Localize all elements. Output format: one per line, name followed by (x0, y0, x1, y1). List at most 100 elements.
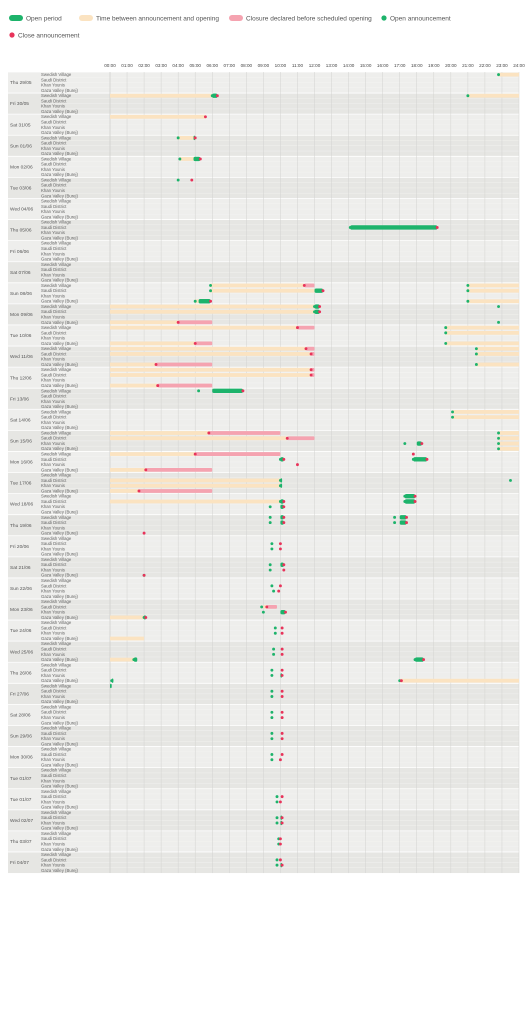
location-label: Swedish Village (41, 220, 72, 225)
open-announcement-dot (474, 352, 478, 356)
x-tick-label: 12:00 (309, 63, 321, 68)
x-tick-label: 02:00 (138, 63, 150, 68)
close-announcement-dot (193, 452, 197, 456)
location-label: Khan Younis (41, 567, 65, 572)
close-announcement-dot (278, 758, 282, 762)
legend-label-open_ann: Open announcement (390, 15, 451, 22)
location-label: Saudi District (41, 351, 67, 356)
x-tick-label: 00:00 (104, 63, 116, 68)
x-tick-label: 18:00 (411, 63, 423, 68)
location-label: Swedish Village (41, 156, 72, 161)
wait-bar (179, 157, 194, 161)
open-announcement-dot (132, 658, 136, 662)
open-announcement-dot (273, 626, 277, 630)
location-label: Swedish Village (41, 241, 72, 246)
close-announcement-dot (280, 716, 284, 720)
location-label: Khan Younis (41, 736, 65, 741)
close-announcement-dot (285, 436, 289, 440)
location-label: Khan Younis (41, 272, 65, 277)
location-label: Swedish Village (41, 662, 72, 667)
data-marks (110, 72, 519, 868)
legend-swatch-wait (79, 15, 93, 21)
close-announcement-dot (280, 731, 284, 735)
legend-dot-close_ann (9, 32, 15, 38)
close-announcement-dot (278, 547, 282, 551)
location-label: Gaza Valley (Burej) (41, 193, 79, 198)
close-announcement-dot (198, 157, 202, 161)
location-label: Khan Younis (41, 610, 65, 615)
location-label: Swedish Village (41, 704, 72, 709)
location-label: Gaza Valley (Burej) (41, 299, 79, 304)
location-label: Gaza Valley (Burej) (41, 130, 79, 135)
open-announcement-dot (497, 436, 500, 440)
close-announcement-dot (144, 468, 148, 472)
location-label: Swedish Village (41, 304, 72, 309)
open-announcement-dot (210, 94, 214, 98)
location-label: Saudi District (41, 120, 67, 125)
open-announcement-dot (275, 800, 279, 804)
open-announcement-dot (270, 737, 274, 741)
close-announcement-dot (280, 652, 284, 656)
location-label: Khan Younis (41, 399, 65, 404)
wait-bar (110, 362, 157, 367)
location-label: Saudi District (41, 752, 67, 757)
x-tick-label: 11:00 (292, 63, 304, 68)
closure-bar (305, 346, 315, 351)
close-announcement-dot (203, 115, 207, 119)
location-label: Gaza Valley (Burej) (41, 467, 79, 472)
open-announcement-dot (270, 695, 274, 698)
day-label: Thu 19/06 (10, 523, 32, 529)
close-announcement-dot (209, 299, 212, 303)
location-label: Swedish Village (41, 557, 72, 562)
open-announcement-dot (270, 689, 274, 693)
location-label: Khan Younis (41, 820, 65, 825)
x-tick-label: 22:00 (479, 63, 491, 68)
location-label: Swedish Village (41, 135, 72, 140)
location-label: Swedish Village (41, 536, 72, 541)
wait-bar (476, 346, 519, 351)
close-announcement-dot (318, 310, 322, 314)
day-label: Mon 09/06 (10, 312, 33, 318)
x-tick-label: 05:00 (189, 63, 201, 68)
open-bar (416, 441, 422, 446)
wait-bar (452, 410, 519, 414)
open-announcement-dot (466, 283, 470, 287)
open-announcement-dot (270, 542, 274, 546)
close-announcement-dot (207, 431, 211, 435)
location-label: Swedish Village (41, 852, 72, 857)
close-announcement-dot (422, 658, 426, 662)
open-announcement-dot (275, 821, 279, 825)
closure-bar (195, 452, 281, 456)
location-label: Saudi District (41, 330, 67, 335)
location-label: Saudi District (41, 162, 67, 167)
location-label: Khan Younis (41, 778, 65, 783)
location-label: Saudi District (41, 183, 67, 188)
close-announcement-dot (413, 500, 417, 503)
open-bar (193, 156, 201, 162)
legend-swatch-open (9, 15, 23, 21)
location-label: Swedish Village (41, 93, 72, 98)
location-label: Swedish Village (41, 177, 72, 182)
location-label: Khan Younis (41, 757, 65, 762)
day-label: Wed 18/06 (10, 502, 33, 508)
wait-bar (110, 341, 196, 346)
x-tick-label: 01:00 (121, 63, 133, 68)
wait-bar (445, 330, 519, 335)
wait-bar (498, 431, 519, 435)
location-label: Saudi District (41, 288, 67, 293)
location-label: Swedish Village (41, 768, 72, 773)
close-announcement-dot (280, 689, 284, 693)
close-announcement-dot (280, 668, 284, 672)
location-label: Saudi District (41, 436, 67, 441)
open-announcement-dot (268, 568, 272, 572)
day-label: Thu 29/05 (10, 80, 32, 86)
open-announcement-dot (393, 515, 397, 519)
location-label: Saudi District (41, 225, 67, 230)
close-announcement-dot (280, 737, 284, 741)
close-announcement-dot (425, 457, 429, 461)
location-label: Gaza Valley (Burej) (41, 278, 79, 283)
open-announcement-dot (270, 731, 274, 735)
open-announcement-dot (497, 447, 500, 451)
location-label: Khan Younis (41, 589, 65, 594)
